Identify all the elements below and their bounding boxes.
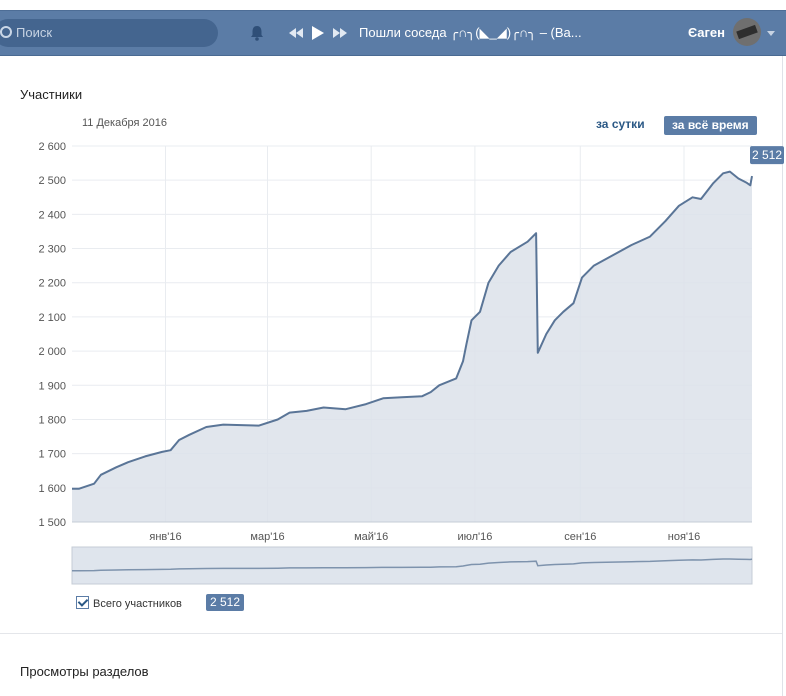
members-chart[interactable]: 1 500 1 600 1 700 1 800 1 900 2 000 2 100 2 200… <box>0 136 786 588</box>
navigator-window <box>71 546 753 585</box>
next-section-title: Просмотры разделов <box>20 664 149 679</box>
top-bar: Поиск Пошли соседа ╭∩╮(◣_◢)╭∩╮ – (Ва... … <box>0 10 786 56</box>
section-divider <box>0 633 782 634</box>
legend-item[interactable]: Всего участников <box>76 596 182 610</box>
legend-label: Всего участников <box>93 598 182 610</box>
bell-icon[interactable] <box>248 24 266 42</box>
y-tick-label: 2 000 <box>38 346 66 358</box>
x-tick-label: июл'16 <box>457 531 492 543</box>
checkbox-icon[interactable] <box>76 596 89 609</box>
y-tick-label: 2 300 <box>38 244 66 256</box>
x-tick-label: ноя'16 <box>668 531 700 543</box>
series-line <box>72 170 753 490</box>
search-icon <box>0 26 12 38</box>
x-tick-label: май'16 <box>354 531 388 543</box>
next-track-icon[interactable] <box>332 25 348 41</box>
play-icon[interactable] <box>311 25 325 41</box>
y-tick-label: 1 900 <box>38 380 66 392</box>
y-tick-label: 1 600 <box>38 483 66 495</box>
x-tick-label: сен'16 <box>564 531 596 543</box>
y-tick-label: 2 100 <box>38 312 66 324</box>
search-placeholder: Поиск <box>16 25 53 40</box>
stats-panel <box>0 56 783 696</box>
search-input[interactable]: Поиск <box>0 19 218 47</box>
y-tick-label: 1 800 <box>38 414 66 426</box>
last-value-box <box>750 146 784 165</box>
previous-track-icon[interactable] <box>288 25 304 41</box>
avatar[interactable] <box>733 18 761 46</box>
section-title: Участники <box>20 87 83 102</box>
y-tick-label: 1 500 <box>38 517 66 529</box>
x-tick-label: мар'16 <box>250 531 284 543</box>
y-tick-label: 2 500 <box>38 175 66 187</box>
now-playing-title[interactable]: Пошли соседа ╭∩╮(◣_◢)╭∩╮ – (Ва... <box>359 25 582 40</box>
user-name[interactable]: Єаген <box>688 25 725 40</box>
y-tick-label: 2 200 <box>38 278 66 290</box>
y-tick-label: 2 400 <box>38 209 66 221</box>
last-value-label: 2 512 <box>752 148 782 162</box>
chevron-down-icon[interactable] <box>767 31 775 36</box>
all-time-button[interactable]: за всё время <box>664 116 757 135</box>
chart-date: 11 Декабря 2016 <box>82 117 167 129</box>
x-tick-label: янв'16 <box>149 531 181 543</box>
per-day-button[interactable]: за сутки <box>596 117 645 131</box>
navigator-line <box>72 558 753 572</box>
series-area <box>72 171 752 522</box>
y-tick-label: 2 600 <box>38 141 66 153</box>
legend-value-badge: 2 512 <box>206 594 245 611</box>
y-tick-label: 1 700 <box>38 449 66 461</box>
